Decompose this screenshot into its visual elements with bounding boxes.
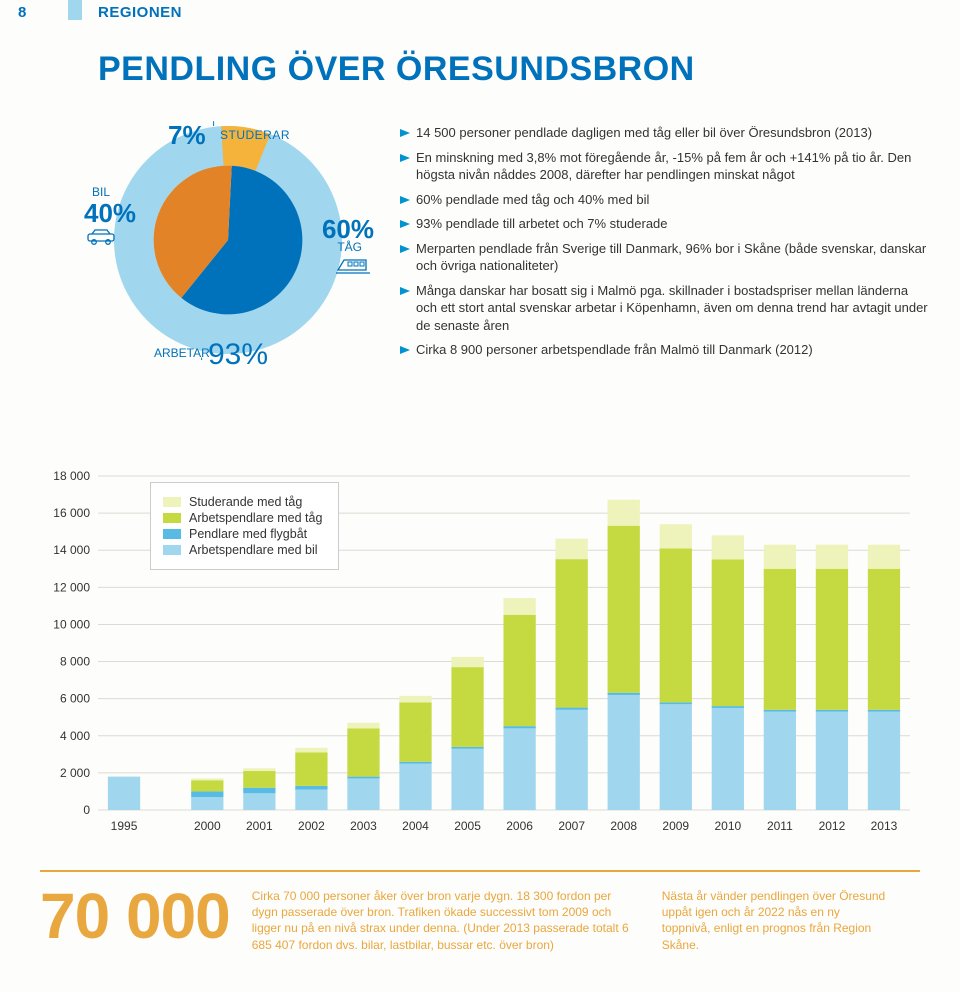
tag-label: TÅG: [337, 240, 362, 254]
svg-text:2012: 2012: [819, 819, 846, 833]
studerar-pct: 7%: [168, 120, 206, 151]
pie-chart: 7% STUDERAR BIL 40% 60% TÅG ARBETAR 93%: [98, 120, 358, 420]
bar-chart: 0 2 000 4 000 6 000 8 000 10 000 12 000 14 000 1…: [40, 468, 920, 838]
section-label: REGIONEN: [98, 4, 182, 21]
legend-swatch: [163, 529, 181, 539]
svg-text:2000: 2000: [194, 819, 221, 833]
legend-item: Studerande med tåg: [163, 495, 322, 509]
studerar-label: STUDERAR: [220, 128, 290, 142]
svg-text:2002: 2002: [298, 819, 325, 833]
bullet-item: 60% pendlade med tåg och 40% med bil: [400, 191, 930, 209]
svg-text:10 000: 10 000: [53, 617, 90, 631]
svg-text:14 000: 14 000: [53, 543, 90, 557]
footer-col-2: Nästa år vänder pendlingen över Öresund …: [662, 888, 892, 980]
bullet-item: En minskning med 3,8% mot föregående år,…: [400, 149, 930, 184]
legend-swatch: [163, 545, 181, 555]
svg-text:2003: 2003: [350, 819, 377, 833]
svg-text:2004: 2004: [402, 819, 429, 833]
train-icon: [336, 256, 370, 276]
svg-text:0: 0: [83, 803, 90, 817]
bullet-list: 14 500 personer pendlade dagligen med tå…: [400, 124, 930, 366]
legend-label: Studerande med tåg: [189, 495, 302, 509]
svg-text:6 000: 6 000: [60, 692, 90, 706]
svg-text:18 000: 18 000: [53, 469, 90, 483]
svg-text:2009: 2009: [662, 819, 689, 833]
legend-label: Arbetspendlare med bil: [189, 543, 318, 557]
pie-svg: [108, 120, 348, 360]
svg-text:2010: 2010: [714, 819, 741, 833]
legend-swatch: [163, 513, 181, 523]
bil-pct: 40%: [84, 198, 136, 229]
svg-text:2013: 2013: [871, 819, 898, 833]
bullet-item: Många danskar har bosatt sig i Malmö pga…: [400, 282, 930, 335]
chart-legend: Studerande med tåg Arbetspendlare med tåg…: [150, 482, 339, 570]
footer-big-number: 70 000: [40, 888, 230, 980]
svg-text:2011: 2011: [767, 819, 793, 833]
svg-text:2 000: 2 000: [60, 766, 90, 780]
arbetar-pct: 93%: [208, 338, 268, 372]
legend-label: Pendlare med flygbåt: [189, 527, 307, 541]
legend-item: Arbetspendlare med bil: [163, 543, 322, 557]
svg-text:2007: 2007: [558, 819, 585, 833]
legend-item: Arbetspendlare med tåg: [163, 511, 322, 525]
footer-block: 70 000 Cirka 70 000 personer åker över b…: [40, 870, 920, 980]
bullet-item: Merparten pendlade från Sverige till Dan…: [400, 240, 930, 275]
svg-text:2005: 2005: [454, 819, 481, 833]
bil-label: BIL: [92, 185, 110, 199]
svg-text:16 000: 16 000: [53, 506, 90, 520]
svg-text:2001: 2001: [246, 819, 273, 833]
svg-text:12 000: 12 000: [53, 580, 90, 594]
car-icon: [86, 228, 116, 246]
svg-text:4 000: 4 000: [60, 729, 90, 743]
legend-item: Pendlare med flygbåt: [163, 527, 322, 541]
bullet-item: 93% pendlade till arbetet och 7% studera…: [400, 215, 930, 233]
svg-text:1995: 1995: [111, 819, 138, 833]
bullet-item: 14 500 personer pendlade dagligen med tå…: [400, 124, 930, 142]
footer-col-1: Cirka 70 000 personer åker över bron var…: [252, 888, 632, 980]
svg-text:8 000: 8 000: [60, 655, 90, 669]
page-title: PENDLING ÖVER ÖRESUNDSBRON: [98, 50, 695, 89]
header-accent: [68, 0, 82, 20]
svg-text:2008: 2008: [610, 819, 637, 833]
page-number: 8: [18, 4, 26, 21]
legend-swatch: [163, 497, 181, 507]
arbetar-label: ARBETAR: [154, 346, 210, 360]
svg-text:2006: 2006: [506, 819, 533, 833]
legend-label: Arbetspendlare med tåg: [189, 511, 322, 525]
bullet-item: Cirka 8 900 personer arbetspendlade från…: [400, 341, 930, 359]
